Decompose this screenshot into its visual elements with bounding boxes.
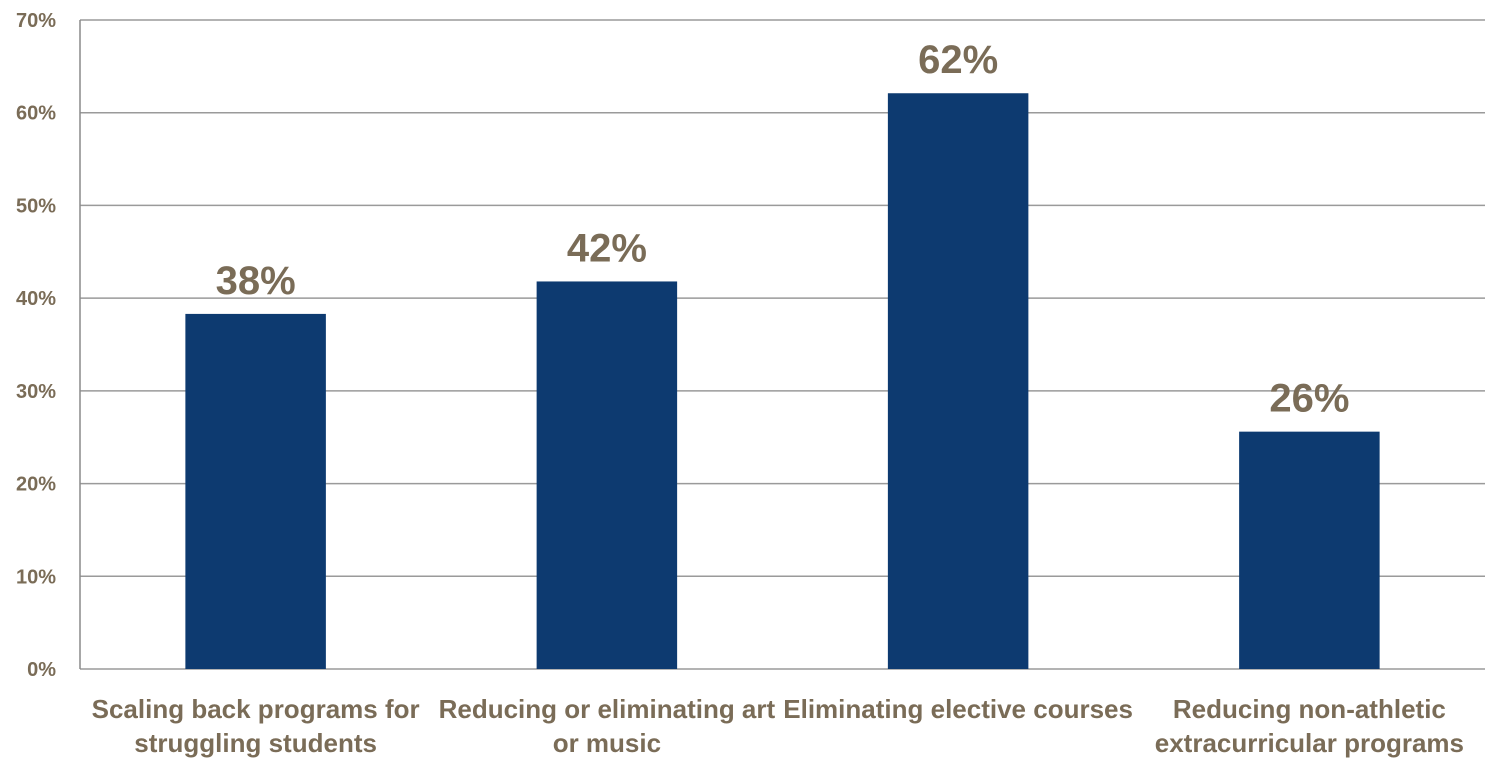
y-axis-tick-labels: 0% 10% 20% 30% 40% 50% 60% 70%: [16, 10, 56, 681]
y-tick-label: 20%: [16, 474, 56, 496]
category-label-4: Reducing non-athletic: [1173, 694, 1446, 724]
category-label-1: struggling students: [134, 728, 377, 758]
y-tick-label: 30%: [16, 381, 56, 403]
data-label-3: 62%: [918, 38, 998, 82]
y-tick-label: 60%: [16, 103, 56, 125]
data-label-4: 26%: [1269, 377, 1349, 421]
y-tick-label: 0%: [27, 659, 56, 681]
data-label-1: 38%: [216, 259, 296, 303]
category-label-1: Scaling back programs for: [92, 694, 420, 724]
y-tick-label: 70%: [16, 10, 56, 32]
bar-1: [185, 313, 326, 669]
category-label-2: Reducing or eliminating art: [439, 694, 776, 724]
bars: [185, 93, 1380, 670]
y-tick-label: 10%: [16, 566, 56, 588]
category-label-3: Eliminating elective courses: [783, 694, 1133, 724]
data-label-2: 42%: [567, 226, 647, 270]
y-tick-label: 40%: [16, 288, 56, 310]
bar-2: [536, 281, 678, 669]
category-label-2: or music: [553, 728, 661, 758]
y-tick-label: 50%: [16, 195, 56, 217]
data-labels: 38% 42% 62% 26%: [216, 38, 1350, 420]
x-axis-category-labels: Scaling back programs for struggling stud…: [92, 694, 1464, 758]
bar-4: [1239, 431, 1380, 669]
category-label-4: extracurricular programs: [1155, 728, 1464, 758]
bar-3: [887, 93, 1029, 670]
